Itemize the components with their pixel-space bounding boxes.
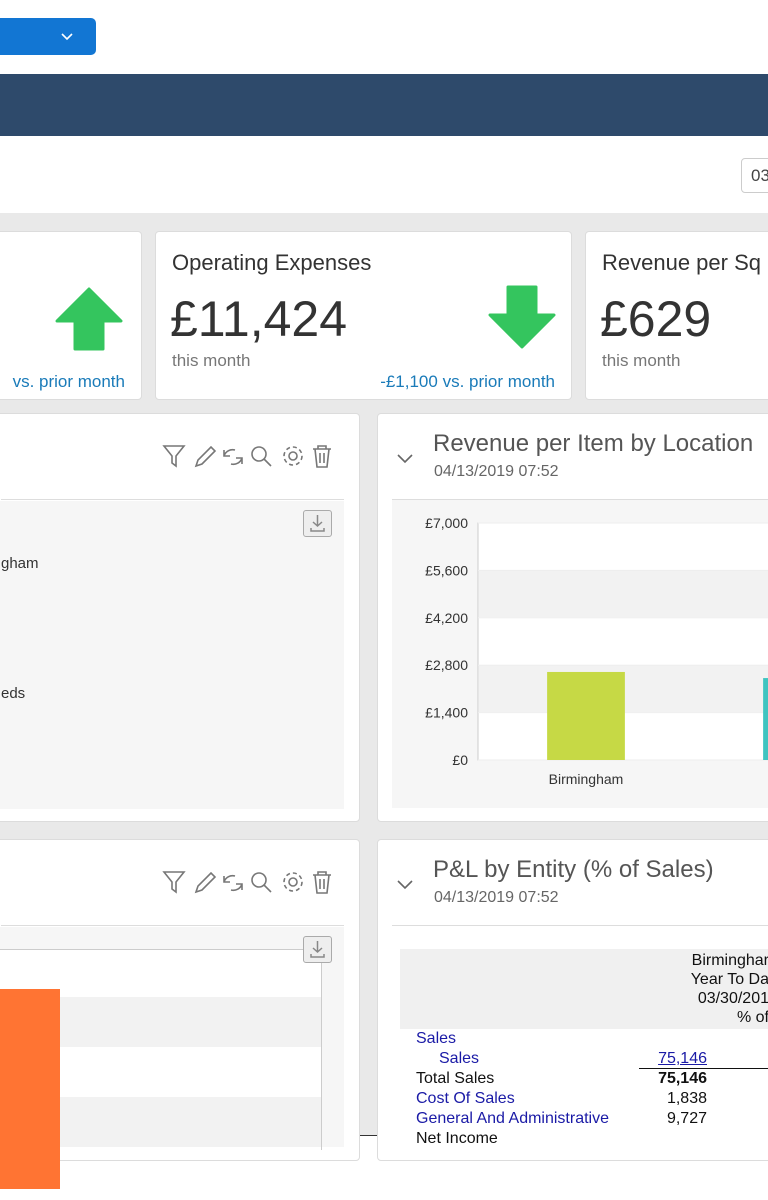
kpi-title: Revenue per Sq <box>602 250 761 275</box>
divider <box>392 499 768 500</box>
kpi-title: Operating Expenses <box>172 250 372 275</box>
y-tick-label: £5,600 <box>425 562 468 578</box>
kpi-value: £629 <box>600 291 712 347</box>
panel-body <box>0 501 344 809</box>
row-label: Total Sales <box>416 1070 495 1087</box>
kpi-change: -£1,100 vs. prior month <box>380 372 555 391</box>
row-label: Cost Of Sales <box>416 1090 515 1107</box>
legend-label: gham <box>1 555 39 572</box>
bar <box>0 989 60 1189</box>
grid-band <box>479 570 768 618</box>
row-value: 1,838 <box>666 1090 707 1107</box>
bar <box>763 678 768 760</box>
y-tick-label: £1,400 <box>425 705 468 721</box>
divider <box>1 499 344 500</box>
header-line: Year To Da <box>690 971 768 988</box>
table-header <box>400 949 768 1029</box>
panel-title: Revenue per Item by Location <box>433 430 754 457</box>
rule <box>639 1068 768 1069</box>
row-value: 75,146 <box>658 1050 707 1067</box>
panel-timestamp: 04/13/2019 07:52 <box>434 463 559 480</box>
panel-title: P&L by Entity (% of Sales) <box>433 856 714 883</box>
bar <box>547 671 625 760</box>
download-icon <box>310 515 325 532</box>
y-tick-label: £2,800 <box>425 657 468 673</box>
row-label: General And Administrative <box>416 1110 609 1127</box>
divider <box>392 925 768 926</box>
divider <box>1 925 344 926</box>
row-label: Net Income <box>416 1130 498 1147</box>
panel-toolbar[interactable] <box>161 442 341 470</box>
x-tick-label: Birmingham <box>549 771 624 787</box>
y-tick-label: £4,200 <box>425 610 468 626</box>
y-tick-label: £0 <box>452 752 468 768</box>
panel-timestamp: 04/13/2019 07:52 <box>434 889 559 906</box>
plot-area <box>0 949 322 1189</box>
kpi-value: £11,424 <box>170 291 348 347</box>
y-tick-label: £7,000 <box>425 515 468 531</box>
kpi-card: vs. prior month <box>0 231 142 400</box>
up-arrow <box>55 287 123 351</box>
header-line: Birminghar <box>691 952 768 969</box>
row-label: Sales <box>439 1050 480 1067</box>
kpi-period: this month <box>172 351 251 370</box>
panel-toolbar[interactable] <box>161 868 341 896</box>
table-body: Sales Sales 75,146 Total Sales 75,146 Cost Of… <box>378 840 768 1147</box>
kpi-card: Operating Expenses £11,424 this month -£… <box>155 231 572 400</box>
kpi-change: vs. prior month <box>12 372 125 391</box>
download-button[interactable] <box>303 510 332 537</box>
legend-label: eds <box>1 685 26 702</box>
chevron <box>61 33 73 41</box>
dropdown-button[interactable] <box>0 18 96 55</box>
kpi-card: Revenue per Sq £629 this month <box>585 231 768 400</box>
panel: P&L by Entity (% of Sales) 04/13/2019 07… <box>377 839 768 1161</box>
download-button[interactable] <box>303 936 332 963</box>
row-label: Sales <box>416 1030 457 1047</box>
header-line: 03/30/201 <box>697 990 768 1007</box>
row-value: 75,146 <box>658 1070 707 1087</box>
download-icon <box>310 941 325 958</box>
header-line: % of <box>736 1009 768 1026</box>
collapse-chevron[interactable] <box>396 452 416 466</box>
collapse-chevron[interactable] <box>396 878 416 892</box>
panel <box>0 839 360 1189</box>
header-text: Birminghar Year To Da 03/30/201 % of <box>400 951 768 1027</box>
row-value: 9,727 <box>666 1110 707 1127</box>
date-input[interactable]: 03 <box>741 158 768 193</box>
kpi-period: this month <box>602 351 681 370</box>
nav-bar <box>0 74 768 136</box>
panel: gham eds <box>0 413 360 822</box>
down-arrow <box>488 285 556 349</box>
